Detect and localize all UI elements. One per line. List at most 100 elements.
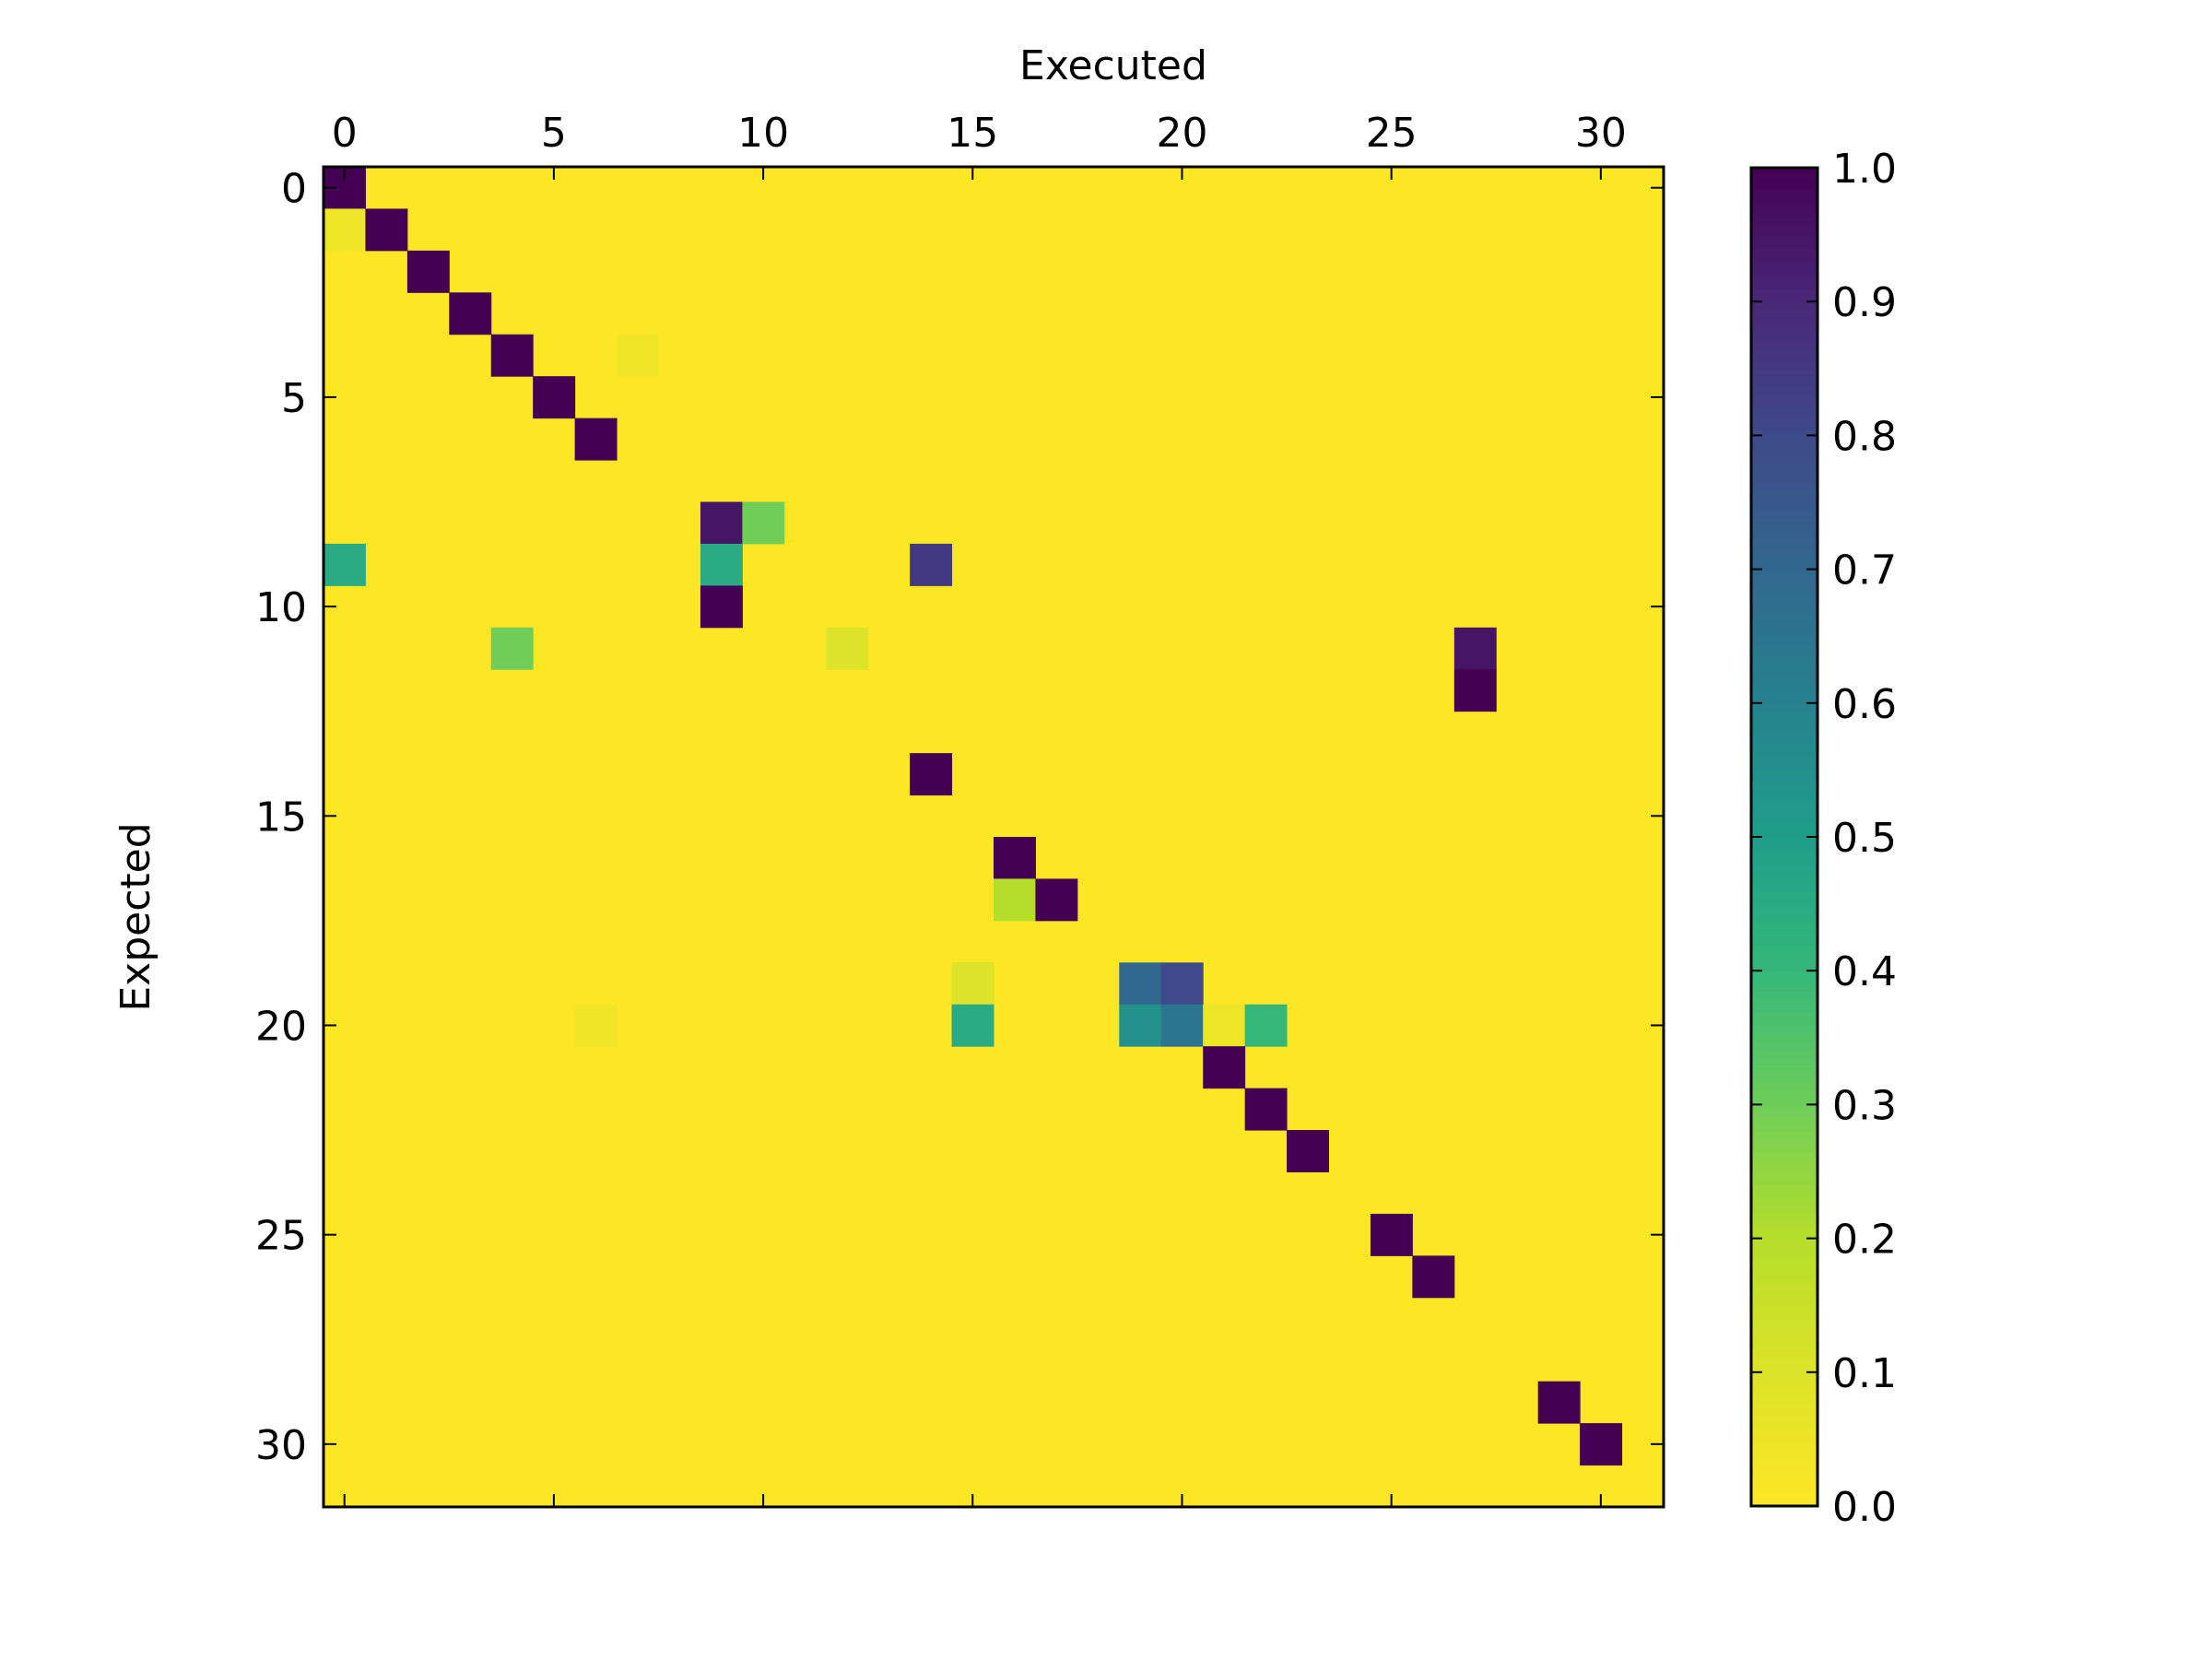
heatmap-cell [1370, 1213, 1413, 1256]
colorbar-segment [1751, 348, 1818, 357]
heatmap-cell [574, 1004, 618, 1047]
colorbar-segment [1751, 1459, 1818, 1467]
colorbar-segment [1751, 924, 1818, 932]
heatmap-cell [700, 543, 743, 586]
colorbar-segment [1751, 1098, 1818, 1106]
colorbar-segment [1751, 495, 1818, 503]
colorbar-segment [1751, 663, 1818, 671]
colorbar-segment [1751, 1465, 1818, 1474]
colorbar-segment [1751, 201, 1818, 209]
colorbar-segment [1751, 1137, 1818, 1146]
heatmap-cell [1119, 962, 1162, 1006]
colorbar-segment [1751, 1324, 1818, 1334]
heatmap-cell [1412, 1255, 1455, 1299]
colorbar-segment [1751, 1205, 1818, 1213]
colorbar-segment [1751, 548, 1818, 557]
colorbar-segment [1751, 361, 1818, 370]
colorbar-segment [1751, 1077, 1818, 1086]
y-tick-label: 15 [255, 794, 307, 841]
colorbar-segment [1751, 1439, 1818, 1447]
colorbar-segment [1751, 1238, 1818, 1246]
colorbar-tick-label: 0.9 [1832, 279, 1897, 326]
colorbar-segment [1751, 1285, 1818, 1293]
colorbar-segment [1751, 770, 1818, 778]
colorbar-segment [1751, 944, 1818, 952]
colorbar-segment [1751, 522, 1818, 530]
heatmap-cell [1453, 669, 1497, 712]
colorbar-segment [1751, 455, 1818, 464]
colorbar-segment [1751, 207, 1818, 216]
colorbar-segment [1751, 301, 1818, 310]
colorbar-segment [1751, 629, 1818, 637]
heatmap-cell [1203, 1004, 1246, 1047]
colorbar-segment [1751, 850, 1818, 858]
colorbar-segment [1751, 837, 1818, 845]
colorbar-tick-label: 0.1 [1832, 1350, 1897, 1397]
x-axis-title: Executed [1019, 42, 1207, 89]
colorbar-segment [1751, 228, 1818, 236]
colorbar-segment [1751, 1178, 1818, 1186]
colorbar-segment [1751, 1398, 1818, 1406]
colorbar-segment [1751, 1151, 1818, 1159]
colorbar-segment [1751, 294, 1818, 302]
colorbar-segment [1751, 1231, 1818, 1240]
colorbar-segment [1751, 421, 1818, 429]
colorbar-segment [1751, 569, 1818, 577]
colorbar-segment [1751, 729, 1818, 737]
colorbar-segment [1751, 823, 1818, 831]
plot-area: 0 5 10 15 20 25 30 0 5 10 15 20 25 30 [255, 110, 1665, 1509]
colorbar-segment [1751, 790, 1818, 798]
heatmap-cell [1244, 1004, 1288, 1047]
colorbar-segment [1751, 1445, 1818, 1453]
x-tick-label: 0 [332, 110, 358, 157]
colorbar-segment [1751, 281, 1818, 289]
colorbar-segment [1751, 435, 1818, 443]
colorbar-segment [1751, 515, 1818, 524]
colorbar-segment [1751, 1385, 1818, 1394]
colorbar-tick-label: 0.8 [1832, 413, 1897, 460]
colorbar-segment [1751, 843, 1818, 852]
colorbar-segment [1751, 321, 1818, 330]
colorbar-segment [1751, 1184, 1818, 1193]
colorbar-segment [1751, 1084, 1818, 1092]
colorbar-segment [1751, 1352, 1818, 1360]
colorbar-segment [1751, 990, 1818, 999]
colorbar-segment [1751, 335, 1818, 343]
colorbar-segment [1751, 1071, 1818, 1079]
colorbar-segment [1751, 1018, 1818, 1026]
colorbar: 0.0 0.1 0.2 0.3 0.4 0.5 0.6 0.7 0.8 0.9 1.0 [1749, 146, 1897, 1531]
colorbar-segment [1751, 749, 1818, 758]
colorbar-segment [1751, 394, 1818, 403]
colorbar-segment [1751, 181, 1818, 189]
colorbar-segment [1751, 1258, 1818, 1266]
heatmap-cell [951, 962, 994, 1006]
colorbar-segment [1751, 468, 1818, 477]
heatmap-cell [617, 334, 659, 377]
colorbar-segment [1751, 1158, 1818, 1166]
heatmap-cell [742, 501, 785, 545]
colorbar-segment [1751, 1171, 1818, 1180]
colorbar-segment [1751, 903, 1818, 912]
colorbar-segment [1751, 1278, 1818, 1287]
colorbar-segment [1751, 1044, 1818, 1053]
heatmap-cell [1287, 1130, 1329, 1172]
colorbar-segment [1751, 803, 1818, 811]
colorbar-segment [1751, 683, 1818, 691]
colorbar-tick-label: 0.7 [1832, 547, 1897, 594]
colorbar-segment [1751, 602, 1818, 610]
colorbar-segment [1751, 589, 1818, 597]
colorbar-segment [1751, 308, 1818, 316]
heatmap-cell [1160, 1004, 1204, 1047]
colorbar-segment [1751, 529, 1818, 537]
colorbar-segment [1751, 1371, 1818, 1380]
colorbar-segment [1751, 1024, 1818, 1032]
colorbar-segment [1751, 856, 1818, 865]
colorbar-segment [1751, 275, 1818, 283]
colorbar-segment [1751, 556, 1818, 564]
heatmap-cell [700, 585, 743, 629]
colorbar-segment [1751, 408, 1818, 417]
colorbar-segment [1751, 261, 1818, 269]
colorbar-segment [1751, 254, 1818, 263]
colorbar-segment [1751, 716, 1818, 724]
